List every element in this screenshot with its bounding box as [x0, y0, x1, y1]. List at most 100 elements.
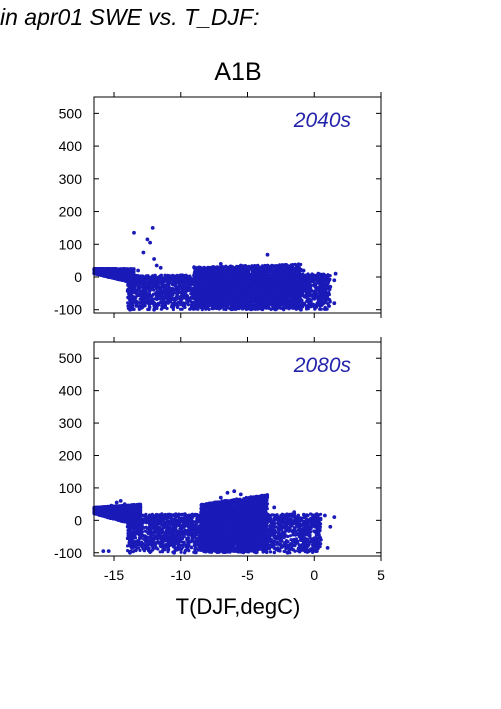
- data-point: [151, 287, 155, 291]
- data-point: [200, 288, 204, 292]
- data-point: [159, 293, 163, 297]
- data-point: [309, 294, 313, 298]
- data-point: [253, 305, 257, 309]
- data-point: [234, 297, 238, 301]
- data-point: [185, 279, 189, 284]
- data-point: [249, 304, 253, 308]
- data-point: [326, 282, 330, 286]
- data-point: [160, 289, 164, 293]
- data-point: [237, 287, 241, 291]
- data-point: [144, 294, 148, 298]
- data-point: [266, 287, 270, 291]
- data-point: [303, 294, 307, 298]
- data-point: [291, 298, 295, 303]
- data-point: [204, 302, 208, 307]
- data-point: [314, 304, 318, 308]
- data-point: [175, 305, 180, 310]
- data-point: [245, 275, 249, 279]
- data-point: [170, 288, 174, 292]
- data-point: [240, 298, 244, 302]
- point-cloud: [92, 262, 332, 312]
- data-point: [162, 289, 166, 293]
- data-point: [284, 299, 288, 303]
- data-point: [237, 280, 242, 284]
- data-point: [143, 304, 147, 308]
- data-point: [259, 304, 263, 308]
- data-point: [153, 273, 157, 277]
- data-point: [208, 265, 212, 270]
- data-point: [201, 280, 205, 284]
- data-point: [263, 306, 267, 310]
- data-point: [140, 297, 144, 301]
- data-point: [175, 280, 179, 284]
- data-point: [323, 306, 327, 310]
- data-point: [178, 276, 182, 280]
- data-point: [168, 292, 172, 297]
- data-point: [171, 278, 175, 282]
- data-point: [150, 283, 154, 287]
- data-point: [308, 280, 312, 285]
- data-point: [139, 274, 143, 278]
- data-point: [218, 305, 222, 310]
- data-point: [147, 278, 151, 282]
- data-point: [175, 273, 179, 277]
- data-point: [315, 279, 319, 284]
- data-point: [320, 280, 324, 284]
- data-point: [220, 299, 224, 303]
- data-point: [202, 265, 206, 269]
- data-point: [223, 265, 227, 269]
- data-point: [166, 287, 170, 292]
- data-point: [179, 273, 183, 277]
- data-point: [228, 291, 232, 295]
- data-point: [150, 278, 154, 282]
- data-point: [159, 281, 163, 285]
- data-point: [166, 299, 170, 303]
- data-point: [231, 300, 236, 304]
- data-point: [157, 278, 162, 282]
- data-point: [220, 271, 224, 275]
- data-point: [321, 291, 325, 295]
- data-point: [292, 278, 296, 282]
- data-point: [149, 294, 153, 298]
- data-point: [245, 304, 249, 308]
- data-point: [173, 284, 177, 288]
- data-point: [314, 291, 318, 295]
- data-point: [181, 296, 185, 300]
- data-point: [144, 287, 148, 291]
- data-point: [162, 299, 166, 303]
- data-point: [177, 282, 181, 286]
- data-point: [161, 303, 165, 307]
- data-point: [168, 280, 172, 285]
- data-point: [272, 279, 276, 283]
- data-point: [183, 285, 188, 289]
- data-point: [128, 285, 132, 289]
- data-point: [306, 298, 310, 302]
- data-point: [144, 276, 148, 280]
- data-point: [155, 289, 159, 293]
- data-point: [224, 306, 228, 311]
- data-point: [170, 275, 174, 279]
- data-point: [323, 273, 327, 277]
- data-point: [260, 300, 264, 304]
- data-point: [183, 274, 187, 278]
- data-point: [129, 297, 133, 301]
- data-point: [318, 307, 322, 311]
- data-point: [248, 293, 252, 297]
- data-point: [228, 280, 232, 284]
- data-point: [323, 299, 327, 303]
- data-point: [303, 303, 307, 307]
- data-point: [137, 306, 141, 310]
- data-point: [189, 287, 193, 291]
- data-point: [260, 264, 264, 268]
- data-point: [259, 296, 263, 301]
- data-point: [129, 293, 133, 297]
- data-point: [308, 274, 312, 278]
- data-point: [176, 300, 180, 305]
- data-point: [279, 290, 283, 294]
- data-point: [176, 289, 180, 293]
- data-point: [178, 307, 183, 311]
- data-point: [325, 295, 329, 299]
- data-point: [179, 298, 183, 302]
- data-point: [277, 294, 281, 298]
